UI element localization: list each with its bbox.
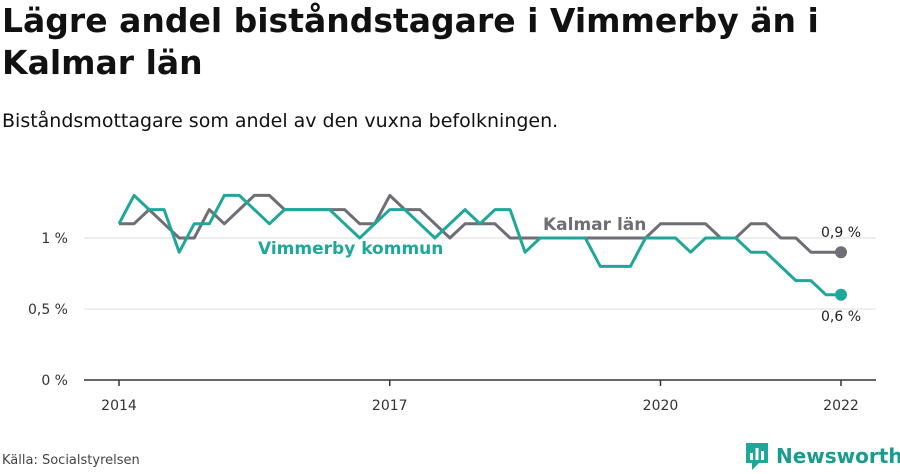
newsworthy-logo-icon [746,443,768,470]
y-tick-label: 0,5 % [28,302,68,318]
end-value-label: 0,9 % [821,225,861,241]
x-tick-label: 2017 [372,398,408,414]
grid [84,237,876,386]
chart-subtitle: Biståndsmottagare som andel av den vuxna… [2,110,559,132]
end-point-kalmar [835,246,847,259]
x-tick-label: 2020 [643,398,679,414]
end-point-vimmerby [835,288,847,301]
series-label-vimmerby: Vimmerby kommun [258,239,443,259]
x-tick-label: 2022 [823,398,859,414]
end-value-label: 0,6 % [821,309,861,325]
x-tick-label: 2014 [101,398,137,414]
series-line-vimmerby [117,193,841,297]
chart-labels: 0 % 0,5 % 1 % 2014 2017 2020 2022 0,9 % 0,6 % Kal… [28,213,861,414]
chart-title: Lägre andel biståndstagare i Vimmerby än… [2,1,819,82]
source-note: Källa: Socialstyrelsen [2,453,140,468]
y-tick-label: 0 % [41,373,68,389]
brand[interactable]: Newsworthy [744,440,900,472]
series-label-kalmar: Kalmar län [543,215,646,235]
series-lines [117,193,847,301]
y-tick-label: 1 % [41,231,68,247]
brand-name: Newsworthy [776,444,900,468]
